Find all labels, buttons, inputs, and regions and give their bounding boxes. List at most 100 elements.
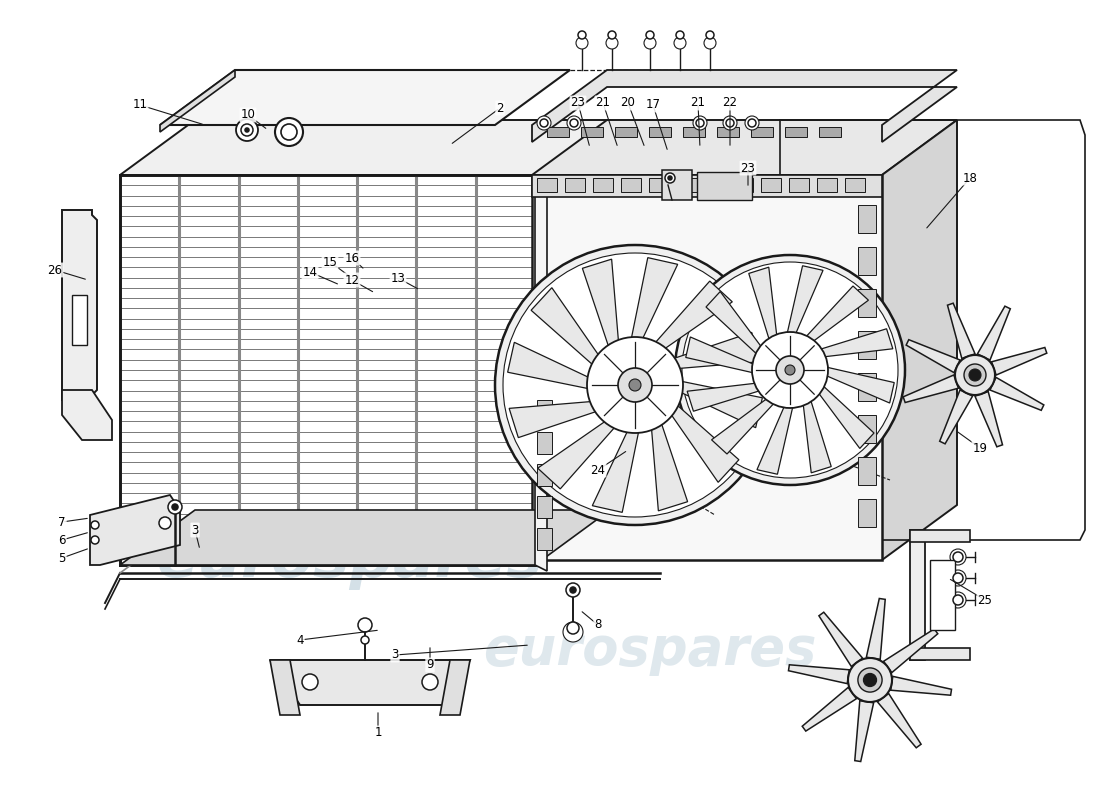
Text: 4: 4 [296, 634, 304, 646]
Circle shape [629, 379, 641, 391]
Polygon shape [685, 337, 758, 374]
Circle shape [955, 355, 996, 395]
Polygon shape [906, 340, 960, 373]
Polygon shape [947, 303, 975, 358]
Polygon shape [858, 247, 876, 275]
Polygon shape [270, 660, 300, 715]
Circle shape [280, 124, 297, 140]
Polygon shape [630, 258, 678, 345]
Text: 15: 15 [322, 255, 338, 269]
Polygon shape [757, 402, 794, 474]
Polygon shape [90, 495, 180, 565]
Text: 18: 18 [962, 171, 978, 185]
Polygon shape [903, 375, 958, 402]
Polygon shape [803, 286, 868, 344]
Circle shape [578, 31, 586, 39]
Circle shape [785, 365, 795, 375]
Circle shape [864, 674, 877, 686]
Polygon shape [803, 396, 832, 473]
Text: eurospares: eurospares [156, 530, 543, 590]
Circle shape [950, 570, 966, 586]
Circle shape [168, 500, 182, 514]
Circle shape [608, 31, 616, 39]
Polygon shape [845, 178, 865, 192]
Polygon shape [662, 170, 692, 200]
Circle shape [696, 119, 704, 127]
Polygon shape [668, 332, 761, 369]
Circle shape [245, 128, 249, 132]
Polygon shape [160, 70, 235, 132]
Polygon shape [160, 70, 570, 125]
Text: 26: 26 [47, 263, 63, 277]
Circle shape [275, 118, 302, 146]
Polygon shape [858, 499, 876, 527]
Circle shape [587, 337, 683, 433]
Circle shape [682, 262, 898, 478]
Polygon shape [867, 598, 886, 659]
Circle shape [745, 116, 759, 130]
Text: 2: 2 [496, 102, 504, 114]
Text: 6: 6 [58, 534, 66, 546]
Text: eurospares: eurospares [483, 624, 816, 676]
Polygon shape [891, 676, 952, 695]
Circle shape [969, 369, 981, 381]
Polygon shape [537, 178, 557, 192]
Polygon shape [930, 560, 955, 630]
Circle shape [848, 658, 892, 702]
Circle shape [236, 119, 258, 141]
Polygon shape [883, 629, 938, 673]
Polygon shape [855, 701, 873, 762]
Polygon shape [991, 347, 1047, 375]
Polygon shape [675, 380, 762, 428]
Polygon shape [592, 426, 640, 512]
Text: 9: 9 [427, 658, 433, 671]
Circle shape [566, 116, 581, 130]
Polygon shape [532, 70, 957, 142]
Polygon shape [120, 175, 535, 565]
Polygon shape [990, 378, 1044, 410]
Polygon shape [649, 178, 669, 192]
Polygon shape [62, 390, 112, 440]
Text: 11: 11 [132, 98, 147, 111]
Polygon shape [651, 281, 733, 352]
Circle shape [540, 119, 548, 127]
Polygon shape [565, 178, 585, 192]
Polygon shape [789, 178, 808, 192]
Text: 21: 21 [691, 97, 705, 110]
Circle shape [576, 37, 588, 49]
Circle shape [644, 37, 656, 49]
Circle shape [160, 517, 170, 529]
Circle shape [726, 119, 734, 127]
Circle shape [776, 356, 804, 384]
Circle shape [495, 245, 776, 525]
Polygon shape [531, 288, 603, 369]
Polygon shape [668, 401, 739, 482]
Polygon shape [802, 687, 857, 731]
Polygon shape [537, 400, 552, 422]
Polygon shape [270, 660, 470, 705]
Circle shape [91, 521, 99, 529]
Circle shape [172, 504, 178, 510]
Circle shape [563, 622, 583, 642]
Circle shape [302, 674, 318, 690]
Circle shape [675, 255, 905, 485]
Text: 16: 16 [344, 251, 360, 265]
Polygon shape [817, 178, 837, 192]
Polygon shape [593, 178, 613, 192]
Polygon shape [858, 331, 876, 359]
Text: 17: 17 [646, 98, 660, 111]
Circle shape [91, 536, 99, 544]
Polygon shape [717, 127, 739, 137]
Polygon shape [649, 127, 671, 137]
Polygon shape [858, 415, 876, 443]
Polygon shape [535, 175, 547, 571]
Polygon shape [820, 127, 842, 137]
Circle shape [858, 668, 882, 692]
Polygon shape [761, 178, 781, 192]
Polygon shape [789, 665, 849, 684]
Circle shape [566, 622, 579, 634]
Polygon shape [688, 382, 764, 411]
Polygon shape [683, 127, 705, 137]
Text: 1: 1 [374, 726, 382, 739]
Circle shape [953, 595, 962, 605]
